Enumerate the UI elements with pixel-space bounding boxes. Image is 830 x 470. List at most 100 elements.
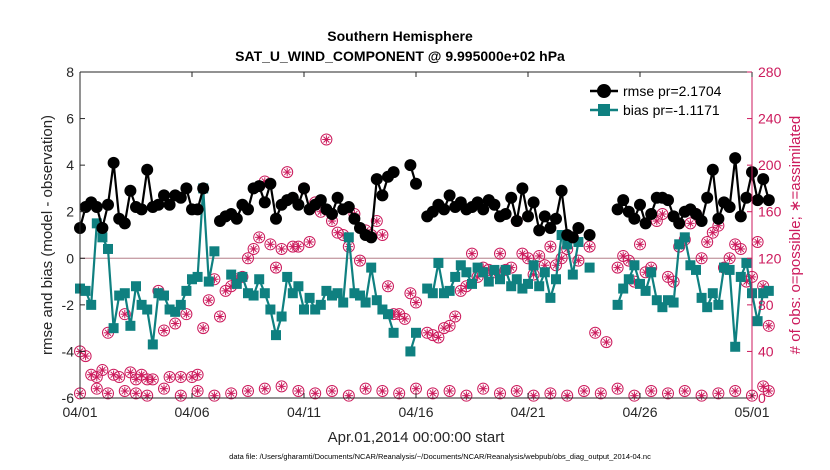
obs-high-marker [275, 242, 288, 255]
y-tick-label-left: -2 [62, 297, 75, 313]
bias-point [371, 295, 382, 306]
rmse-point [499, 208, 512, 221]
bias-point [495, 274, 505, 285]
rmse-point [292, 198, 305, 211]
y-tick-label-left: 4 [66, 157, 74, 173]
bias-point [187, 274, 197, 285]
bias-point [254, 274, 265, 285]
bias-point [304, 292, 315, 303]
bias-point [517, 283, 528, 294]
bias-point [467, 278, 477, 289]
x-tick-label: 04/26 [622, 404, 657, 420]
bias-point [713, 299, 724, 310]
rmse-point [516, 182, 529, 195]
bias-point [282, 271, 293, 282]
rmse-point [550, 212, 562, 225]
rmse-point [729, 152, 742, 165]
obs-high-marker [242, 252, 254, 265]
obs-high-marker [197, 322, 210, 335]
y-axis-label-left: rmse and bias (model - observation) [39, 115, 56, 355]
bias-point [170, 306, 181, 317]
rmse-point [197, 182, 210, 195]
rmse-point [298, 182, 310, 195]
rmse-point [477, 203, 490, 216]
obs-high-marker [544, 240, 557, 253]
obs-high-marker [751, 235, 764, 248]
x-tick-label: 05/01 [734, 404, 769, 420]
obs-high-marker [174, 371, 187, 384]
bias-point [181, 285, 192, 296]
rmse-point [264, 177, 277, 190]
rmse-point [634, 198, 646, 211]
rmse-point [253, 180, 266, 193]
bias-point [271, 330, 281, 341]
bias-point [80, 285, 91, 296]
rmse-point [135, 203, 148, 216]
obs-high-marker [583, 240, 596, 253]
bias-point [131, 281, 141, 292]
obs-high-marker [634, 238, 646, 251]
obs-low-marker [158, 382, 170, 395]
rmse-point [365, 231, 378, 244]
obs-high-marker [398, 312, 411, 325]
bias-point [573, 236, 584, 247]
rmse-point [438, 203, 450, 216]
rmse-point [740, 191, 753, 204]
rmse-point [522, 210, 534, 223]
obs-high-marker [169, 317, 182, 330]
legend-box [586, 77, 746, 121]
legend-bias-label: bias pr=-1.1171 [623, 102, 720, 118]
rmse-point [566, 231, 579, 244]
bias-point [489, 264, 500, 275]
bias-point [461, 267, 472, 278]
obs-low-marker [292, 385, 305, 398]
bias-point [523, 278, 533, 289]
bias-point [472, 262, 483, 273]
obs-high-marker [706, 226, 719, 239]
rmse-point [326, 208, 338, 221]
obs-high-marker [158, 324, 170, 337]
obs-high-marker [611, 261, 624, 274]
bias-point [366, 262, 377, 273]
obs-low-marker [544, 387, 557, 400]
legend-bias-marker [598, 104, 610, 116]
bias-point [103, 243, 113, 254]
rmse-point [538, 210, 551, 223]
obs-low-marker [242, 385, 254, 398]
obs-low-marker [359, 382, 372, 395]
obs-high-marker [494, 247, 506, 260]
rmse-point [387, 166, 400, 179]
rmse-point [662, 194, 674, 207]
rmse-point [102, 198, 114, 211]
obs-high-marker [118, 308, 131, 321]
rmse-point [331, 191, 344, 204]
rmse-point [673, 217, 686, 230]
rmse-point [555, 184, 568, 197]
obs-low-marker [102, 387, 114, 400]
obs-high-marker [270, 261, 282, 274]
legend-rmse-label: rmse pr=2.1704 [623, 83, 722, 99]
rmse-point [706, 163, 719, 176]
bias-point [545, 292, 556, 303]
obs-low-marker [594, 387, 607, 400]
bias-point [265, 304, 276, 315]
obs-low-marker [494, 387, 506, 400]
obs-low-marker [662, 387, 674, 400]
rmse-point [242, 203, 254, 216]
bias-point [668, 297, 679, 308]
y-tick-label-left: 6 [66, 111, 74, 127]
obs-high-marker [303, 235, 316, 248]
legend-rmse-marker [597, 84, 611, 98]
obs-high-marker [113, 371, 126, 384]
rmse-point [443, 189, 456, 202]
obs-high-marker [410, 296, 422, 309]
bias-point [640, 285, 651, 296]
obs-low-marker [174, 389, 187, 402]
bias-point [646, 267, 657, 278]
bias-point [360, 297, 371, 308]
rmse-point [124, 184, 137, 197]
obs-low-marker [678, 385, 691, 398]
obs-low-marker [141, 389, 154, 402]
bias-point [478, 267, 489, 278]
bias-point [455, 260, 466, 271]
